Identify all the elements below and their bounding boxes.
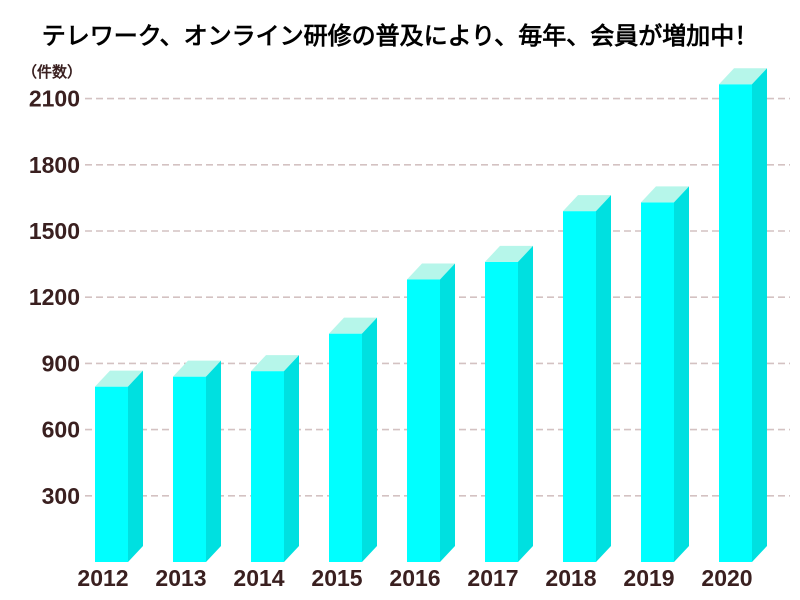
bar-front-2019 bbox=[641, 202, 674, 562]
bar-side-2016 bbox=[440, 263, 455, 562]
x-axis-label-2012: 2012 bbox=[77, 565, 128, 591]
bar-side-2019 bbox=[674, 186, 689, 562]
bar-front-2020 bbox=[719, 84, 752, 563]
bar-top-2014 bbox=[251, 355, 299, 372]
y-axis-tick-1500: 1500 bbox=[29, 218, 80, 244]
bar-top-2017 bbox=[485, 245, 533, 262]
y-axis-tick-1200: 1200 bbox=[29, 284, 80, 310]
bar-top-2012 bbox=[95, 370, 143, 387]
y-axis-unit-label: （件数） bbox=[22, 64, 83, 81]
bar-2015 bbox=[329, 317, 377, 562]
bar-side-2012 bbox=[128, 370, 143, 562]
bar-2012 bbox=[95, 370, 143, 562]
bar-side-2020 bbox=[752, 68, 767, 563]
bar-2013 bbox=[173, 360, 221, 562]
bar-front-2012 bbox=[95, 386, 128, 562]
bar-2017 bbox=[485, 245, 533, 563]
bar-side-2018 bbox=[596, 195, 611, 562]
chart-title: テレワーク、オンライン研修の普及により、毎年、会員が増加中！ bbox=[41, 23, 759, 50]
bar-side-2013 bbox=[206, 360, 221, 562]
x-axis-label-2015: 2015 bbox=[311, 565, 362, 591]
bar-front-2016 bbox=[407, 279, 440, 562]
y-axis-tick-2100: 2100 bbox=[29, 86, 80, 112]
bar-front-2017 bbox=[485, 261, 518, 562]
bar-front-2013 bbox=[173, 376, 206, 562]
bar-top-2015 bbox=[329, 317, 377, 334]
bar-front-2014 bbox=[251, 371, 284, 562]
bar-2019 bbox=[641, 186, 689, 562]
y-axis-tick-1800: 1800 bbox=[29, 152, 80, 178]
bar-top-2020 bbox=[719, 68, 767, 85]
y-axis-tick-600: 600 bbox=[42, 417, 80, 443]
x-axis-label-2013: 2013 bbox=[155, 565, 206, 591]
bar-top-2013 bbox=[173, 360, 221, 377]
x-axis-label-2019: 2019 bbox=[623, 565, 674, 591]
x-axis-label-2016: 2016 bbox=[389, 565, 440, 591]
bar-2018 bbox=[563, 195, 611, 562]
x-axis-label-2020: 2020 bbox=[701, 565, 752, 591]
bar-top-2019 bbox=[641, 186, 689, 203]
bar-side-2017 bbox=[518, 245, 533, 563]
x-axis-label-2014: 2014 bbox=[233, 565, 284, 591]
bar-2014 bbox=[251, 355, 299, 562]
y-axis-tick-900: 900 bbox=[42, 350, 80, 376]
x-axis-label-2018: 2018 bbox=[545, 565, 596, 591]
bar-side-2014 bbox=[284, 355, 299, 562]
bar-side-2015 bbox=[362, 317, 377, 562]
y-axis-tick-300: 300 bbox=[42, 483, 80, 509]
bar-front-2018 bbox=[563, 211, 596, 562]
x-axis-label-2017: 2017 bbox=[467, 565, 518, 591]
bar-2016 bbox=[407, 263, 455, 562]
bar-front-2015 bbox=[329, 333, 362, 562]
bar-2020 bbox=[719, 68, 767, 563]
bar-top-2016 bbox=[407, 263, 455, 280]
bar-top-2018 bbox=[563, 195, 611, 212]
